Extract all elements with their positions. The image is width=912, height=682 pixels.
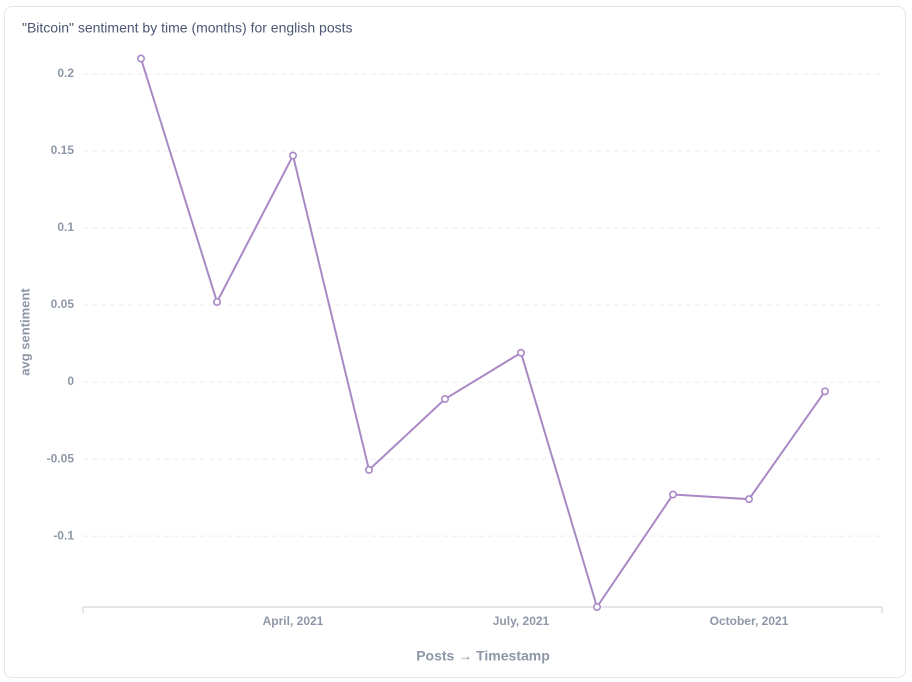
point bbox=[820, 387, 829, 396]
y-tick-label: 0.05 bbox=[51, 297, 75, 311]
card bbox=[4, 6, 906, 678]
y-tick-label: -0.1 bbox=[53, 528, 74, 542]
point bbox=[137, 54, 146, 63]
point bbox=[288, 151, 297, 160]
y-axis-label: avg sentiment bbox=[17, 288, 32, 376]
y-tick-label: 0.15 bbox=[51, 143, 75, 157]
y-tick-label: 0 bbox=[67, 374, 74, 388]
chart-title: "Bitcoin" sentiment by time (months) for… bbox=[22, 20, 353, 36]
x-axis-label: Posts → Timestamp bbox=[416, 648, 550, 664]
point bbox=[364, 465, 373, 474]
point bbox=[592, 602, 601, 611]
point bbox=[516, 348, 525, 357]
x-tick-label: April, 2021 bbox=[263, 614, 324, 628]
line bbox=[140, 58, 826, 610]
y-tick-label: -0.05 bbox=[47, 451, 75, 465]
point bbox=[744, 495, 753, 504]
x-tick-label: October, 2021 bbox=[710, 614, 789, 628]
y-tick-label: 0.2 bbox=[57, 66, 74, 80]
point bbox=[213, 297, 222, 306]
point bbox=[440, 395, 449, 404]
x-tick-label: July, 2021 bbox=[493, 614, 550, 628]
y-tick-label: 0.1 bbox=[57, 220, 74, 234]
point bbox=[668, 490, 677, 499]
